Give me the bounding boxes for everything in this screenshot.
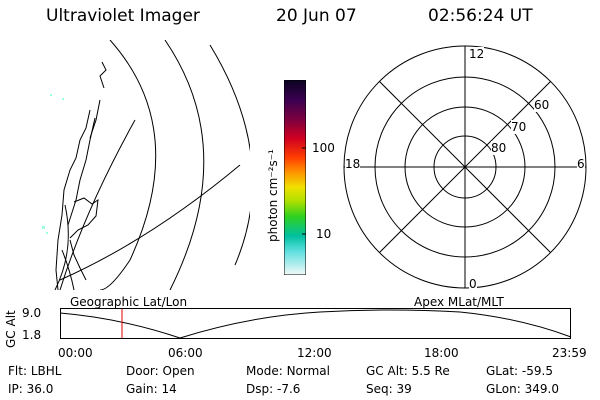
mlt-label-18: 18 <box>345 157 361 171</box>
lat-label-70: 70 <box>511 120 527 134</box>
status-mode-value: Normal <box>286 364 330 378</box>
mlt-label-0: 0 <box>469 277 477 291</box>
status-ip-key: IP: <box>8 382 23 396</box>
status-gc-alt: GC Alt: 5.5 Re <box>366 364 450 378</box>
status-mode: Mode: Normal <box>246 364 330 378</box>
status-gain-key: Gain: <box>126 382 158 396</box>
polar-plot <box>343 45 587 289</box>
status-glon-value: 349.0 <box>524 382 559 396</box>
status-seq-key: Seq: <box>366 382 393 396</box>
time-tick-0600: 06:00 <box>168 346 203 360</box>
date-label: 20 Jun 07 <box>276 6 357 26</box>
time-label: 02:56:24 UT <box>428 6 533 26</box>
orbit-ytick-bottom: 1.8 <box>22 328 42 342</box>
colorbar-unit-label: photon cm⁻²s⁻¹ <box>266 149 280 242</box>
status-gc-alt-key: GC Alt: <box>366 364 408 378</box>
status-glat-key: GLat: <box>486 364 519 378</box>
status-door-key: Door: <box>126 364 159 378</box>
status-seq: Seq: 39 <box>366 382 412 396</box>
orbit-axis-label: GC Alt <box>4 310 18 348</box>
status-glat: GLat: -59.5 <box>486 364 553 378</box>
status-glon: GLon: 349.0 <box>486 382 559 396</box>
orbit-ytick-top: 9.0 <box>22 306 42 320</box>
lat-label-60: 60 <box>534 98 550 112</box>
time-tick-2359: 23:59 <box>552 346 587 360</box>
status-flt-value: LBHL <box>30 364 62 378</box>
status-dsp-value: -7.6 <box>276 382 301 396</box>
lat-label-80: 80 <box>491 141 507 155</box>
status-ip-value: 36.0 <box>26 382 54 396</box>
status-seq-value: 39 <box>396 382 412 396</box>
orbit-altitude-plot <box>60 308 572 339</box>
status-mode-key: Mode: <box>246 364 283 378</box>
status-flt-key: Flt: <box>8 364 27 378</box>
status-gain: Gain: 14 <box>126 382 177 396</box>
status-glat-value: -59.5 <box>521 364 553 378</box>
time-tick-1800: 18:00 <box>424 346 459 360</box>
status-door: Door: Open <box>126 364 195 378</box>
color-bar <box>284 80 306 275</box>
colorbar-tick-100: 100 <box>312 141 335 155</box>
instrument-title: Ultraviolet Imager <box>46 6 200 26</box>
status-gc-alt-value: 5.5 Re <box>411 364 450 378</box>
status-gain-value: 14 <box>161 382 177 396</box>
colorbar-tick-10: 10 <box>316 227 332 241</box>
status-door-value: Open <box>162 364 195 378</box>
time-tick-1200: 12:00 <box>297 346 332 360</box>
status-ip: IP: 36.0 <box>8 382 53 396</box>
status-dsp: Dsp: -7.6 <box>246 382 300 396</box>
mlt-label-6: 6 <box>577 157 585 171</box>
mlt-label-12: 12 <box>469 47 485 61</box>
orbit-right-title: Apex MLat/MLT <box>414 295 504 309</box>
time-tick-0000: 00:00 <box>58 346 93 360</box>
geographic-map <box>42 40 250 290</box>
orbit-left-title: Geographic Lat/Lon <box>70 295 188 309</box>
status-glon-key: GLon: <box>486 382 521 396</box>
status-flt: Flt: LBHL <box>8 364 61 378</box>
status-dsp-key: Dsp: <box>246 382 274 396</box>
